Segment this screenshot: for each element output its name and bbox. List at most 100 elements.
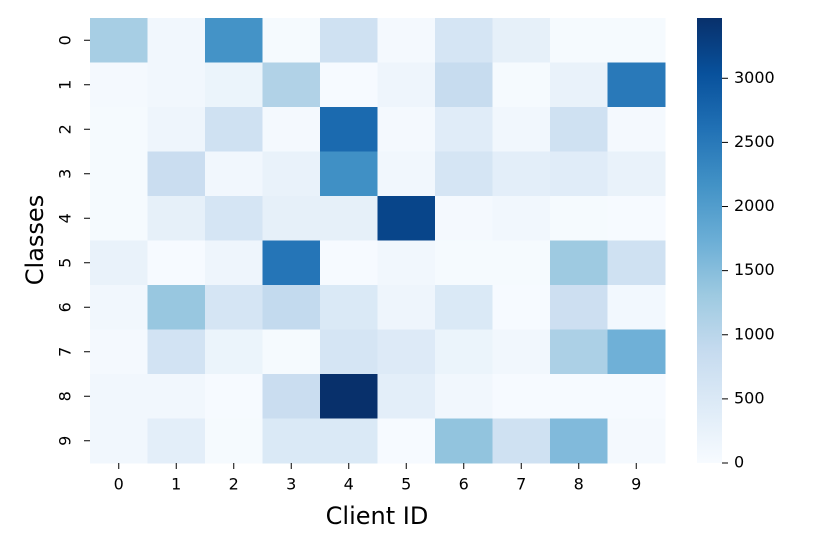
y-tick-label: 6: [56, 302, 75, 312]
y-tick-label: 2: [56, 124, 75, 134]
heatmap-cell: [550, 18, 608, 63]
heatmap-cell: [320, 240, 378, 286]
heatmap-cell: [550, 196, 608, 241]
heatmap-cell: [320, 329, 378, 375]
heatmap-cell: [377, 18, 436, 63]
heatmap-cell: [435, 418, 493, 464]
heatmap-cell: [377, 151, 436, 197]
x-tick-label: 7: [516, 475, 526, 494]
heatmap-cell: [90, 285, 148, 330]
heatmap-cell: [205, 285, 263, 330]
heatmap-cell: [492, 329, 551, 375]
x-tick-label: 0: [114, 475, 124, 494]
y-tick-label: 7: [56, 347, 75, 357]
heatmap-cell: [435, 196, 493, 241]
heatmap-cell: [262, 196, 321, 241]
heatmap-cell: [377, 62, 436, 108]
colorbar: [697, 18, 722, 463]
x-tick-label: 9: [631, 475, 641, 494]
heatmap-cell: [320, 62, 378, 108]
heatmap-cell: [320, 285, 378, 330]
heatmap-cell: [262, 240, 321, 286]
heatmap-cell: [90, 240, 148, 286]
colorbar-tick-label: 3000: [734, 68, 775, 87]
heatmap-cell: [90, 418, 148, 464]
heatmap-cell: [147, 18, 206, 63]
heatmap-cell: [435, 240, 493, 286]
heatmap-cell: [90, 196, 148, 241]
heatmap-cell: [435, 151, 493, 197]
heatmap-cell: [492, 151, 551, 197]
heatmap-cell: [435, 107, 493, 152]
heatmap-cell: [147, 62, 206, 108]
x-tick-label: 3: [286, 475, 296, 494]
heatmap-cell: [607, 285, 666, 330]
y-tick-label: 3: [56, 169, 75, 179]
heatmap-cell: [147, 151, 206, 197]
x-tick-label: 6: [459, 475, 469, 494]
heatmap-cell: [320, 374, 378, 419]
heatmap-cell: [607, 329, 666, 375]
heatmap-cell: [90, 107, 148, 152]
heatmap-cell: [492, 374, 551, 419]
heatmap-cell: [147, 374, 206, 419]
heatmap-cell: [377, 107, 436, 152]
heatmap-cell: [262, 151, 321, 197]
heatmap-cell: [320, 196, 378, 241]
heatmap-cell: [607, 107, 666, 152]
heatmap-cell: [492, 196, 551, 241]
x-tick-label: 4: [344, 475, 354, 494]
y-tick-label: 1: [56, 80, 75, 90]
heatmap-cell: [607, 18, 666, 63]
heatmap-cell: [550, 62, 608, 108]
heatmap-cell: [205, 196, 263, 241]
heatmap-cell: [205, 18, 263, 63]
heatmap-cell: [607, 418, 666, 464]
heatmap-cell: [90, 329, 148, 375]
heatmap-cell: [262, 374, 321, 419]
heatmap-cell: [147, 285, 206, 330]
heatmap-cell: [147, 107, 206, 152]
heatmap-cell: [205, 240, 263, 286]
heatmap-cell: [435, 18, 493, 63]
heatmap-cell: [550, 418, 608, 464]
heatmap-cell: [492, 107, 551, 152]
heatmap-cell: [435, 374, 493, 419]
heatmap-cell: [377, 329, 436, 375]
heatmap-cell: [377, 418, 436, 464]
heatmap-cell: [377, 374, 436, 419]
heatmap-cell: [377, 285, 436, 330]
heatmap-cell: [607, 151, 666, 197]
heatmap-cell: [90, 374, 148, 419]
x-tick-label: 2: [229, 475, 239, 494]
heatmap-cell: [90, 151, 148, 197]
heatmap-cell: [262, 107, 321, 152]
y-tick-label: 4: [56, 213, 75, 223]
colorbar-tick-label: 1000: [734, 324, 775, 343]
heatmap-cell: [262, 285, 321, 330]
heatmap-cell: [377, 196, 436, 241]
heatmap-cell: [607, 62, 666, 108]
x-tick-label: 1: [171, 475, 181, 494]
y-axis-label: Classes: [21, 195, 49, 285]
y-tick-label: 8: [56, 391, 75, 401]
heatmap-cell: [492, 240, 551, 286]
heatmap-cell: [435, 62, 493, 108]
heatmap-cell: [320, 107, 378, 152]
heatmap-cell: [550, 240, 608, 286]
heatmap-cell: [435, 329, 493, 375]
x-axis-label: Client ID: [326, 502, 429, 530]
heatmap-cell: [377, 240, 436, 286]
heatmap-cell: [550, 151, 608, 197]
x-tick-label: 8: [574, 475, 584, 494]
colorbar-tick-label: 500: [734, 388, 765, 407]
heatmap-cell: [205, 62, 263, 108]
heatmap-cell: [205, 151, 263, 197]
colorbar-tick-label: 1500: [734, 260, 775, 279]
heatmap-cell: [492, 418, 551, 464]
heatmap-cell: [492, 18, 551, 63]
heatmap-cell: [492, 285, 551, 330]
heatmap-cell: [262, 329, 321, 375]
heatmap-cell: [205, 329, 263, 375]
